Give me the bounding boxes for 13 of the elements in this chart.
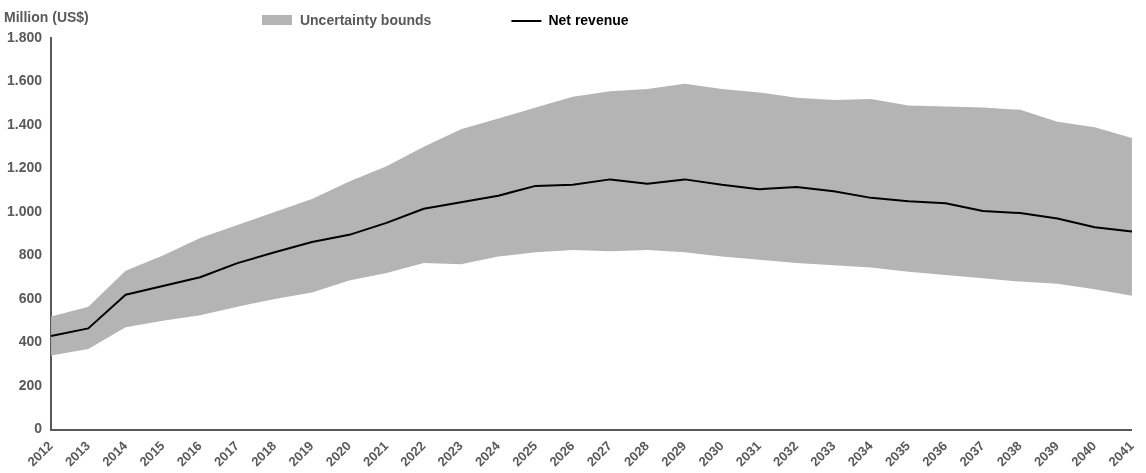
y-tick-label: 1.200 (6, 159, 43, 176)
y-tick-label: 1.800 (6, 28, 43, 45)
text: Uncertainty bounds (299, 12, 432, 28)
y-tick-label: 200 (18, 376, 43, 393)
y-tick-label: 1.400 (6, 115, 43, 132)
y-tick-label: 600 (18, 289, 43, 306)
y-tick-label: 1.600 (6, 72, 43, 89)
y-tick-label: 400 (18, 333, 43, 350)
y-tick-label: 1.000 (6, 202, 43, 219)
y-tick-label: 800 (18, 246, 43, 263)
legend-label: Net revenue (548, 11, 629, 28)
y-tick-label: 0 (34, 420, 43, 437)
y-axis-title: Million (US$) (4, 8, 89, 25)
